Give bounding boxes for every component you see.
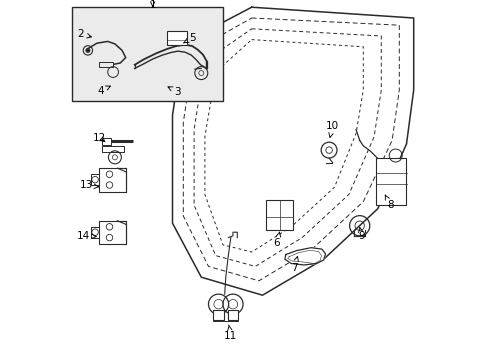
Text: 9: 9 bbox=[357, 228, 364, 241]
Bar bbox=[72, 7, 223, 101]
Bar bbox=[167, 31, 186, 45]
Bar bbox=[102, 146, 123, 152]
Text: 2: 2 bbox=[77, 29, 91, 39]
Text: 14: 14 bbox=[77, 231, 96, 241]
Text: 1: 1 bbox=[149, 0, 156, 10]
Polygon shape bbox=[284, 248, 325, 265]
Text: 12: 12 bbox=[93, 132, 106, 143]
Bar bbox=[91, 174, 99, 185]
Bar bbox=[99, 62, 113, 67]
Text: 5: 5 bbox=[183, 33, 195, 43]
Circle shape bbox=[86, 49, 89, 52]
Bar bbox=[91, 227, 99, 238]
Bar bbox=[227, 310, 238, 320]
Text: 6: 6 bbox=[273, 232, 280, 248]
Text: 13: 13 bbox=[80, 180, 99, 190]
Bar bbox=[99, 221, 125, 244]
Bar bbox=[99, 168, 125, 192]
Bar bbox=[102, 138, 111, 145]
Bar bbox=[213, 310, 224, 320]
Text: 11: 11 bbox=[224, 325, 237, 341]
Text: 8: 8 bbox=[385, 195, 393, 210]
Bar bbox=[375, 158, 406, 205]
Text: 10: 10 bbox=[325, 121, 339, 138]
Text: 7: 7 bbox=[290, 257, 298, 273]
Bar bbox=[265, 200, 292, 230]
Text: 4: 4 bbox=[97, 86, 110, 96]
Text: 3: 3 bbox=[168, 87, 181, 97]
